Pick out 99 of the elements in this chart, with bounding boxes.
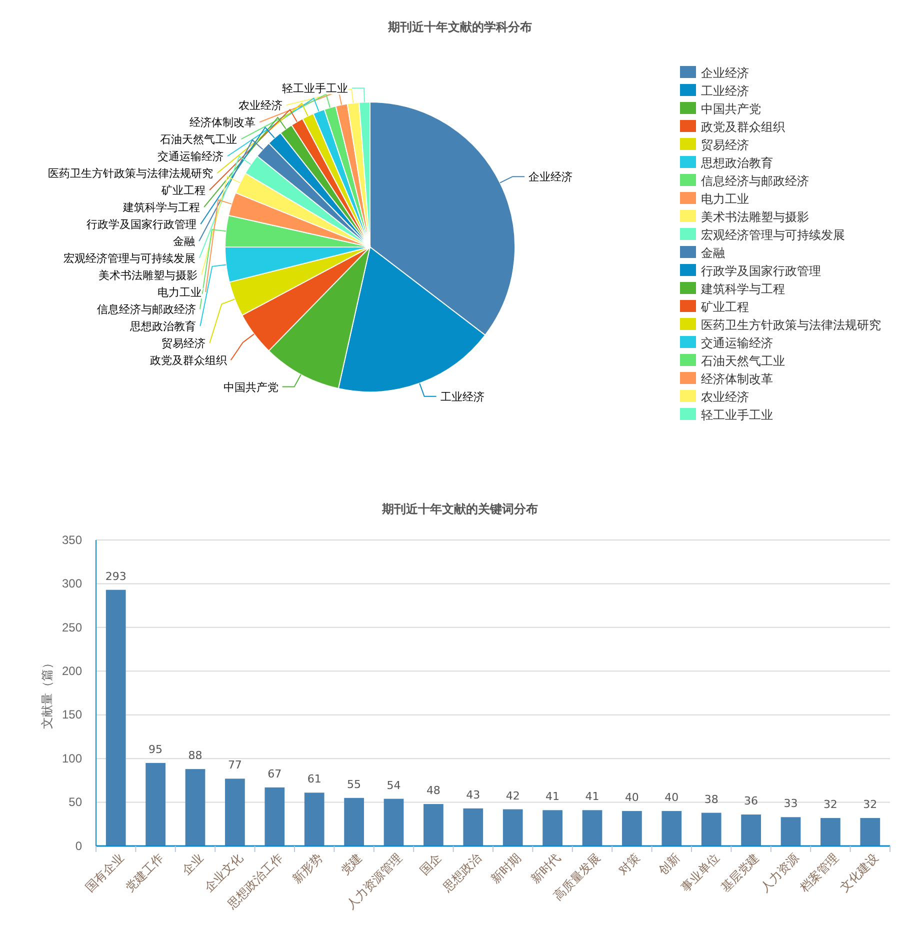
slice-label: 石油天然气工业 <box>160 133 238 146</box>
legend-label: 石油天然气工业 <box>701 354 785 368</box>
chart-title: 期刊近十年文献的关键词分布 <box>381 502 538 516</box>
y-axis-title: 文献量（篇） <box>40 657 54 729</box>
y-tick-label: 150 <box>62 708 82 722</box>
bar <box>225 778 245 846</box>
data-label: 38 <box>704 792 718 806</box>
y-tick-label: 350 <box>62 532 82 547</box>
data-label: 55 <box>347 778 362 791</box>
data-label: 54 <box>386 778 401 792</box>
bar <box>502 809 523 846</box>
slice-label: 金融 <box>173 235 196 248</box>
slice-label: 医药卫生方针政策与法律法规研究 <box>48 167 214 180</box>
bar <box>304 792 324 846</box>
y-tick-label: 100 <box>62 751 82 766</box>
legend-label: 交通运输经济 <box>701 336 773 350</box>
slice-label: 中国共产党 <box>223 380 278 394</box>
chart-title: 期刊近十年文献的学科分布 <box>387 20 532 34</box>
data-label: 40 <box>624 791 639 804</box>
legend-label: 美术书法雕塑与摄影 <box>701 210 809 224</box>
slice-label: 企业经济 <box>528 170 573 184</box>
bar <box>384 798 404 846</box>
bar <box>741 814 761 846</box>
legend-label: 中国共产党 <box>701 102 761 116</box>
data-label: 43 <box>466 788 480 802</box>
bar <box>344 798 364 846</box>
bar <box>424 804 444 846</box>
x-tick-label: 党建 <box>338 850 365 878</box>
legend-label: 思想政治教育 <box>700 156 773 170</box>
slice-label: 贸易经济 <box>162 337 206 350</box>
x-tick-label: 创新 <box>656 850 682 878</box>
bar <box>542 810 562 846</box>
data-label: 32 <box>863 798 878 812</box>
x-tick-label: 文化建设 <box>837 850 881 895</box>
slice-label: 农业经济 <box>238 99 282 112</box>
data-label: 88 <box>188 749 202 762</box>
slice-label: 美术书法雕塑与摄影 <box>98 269 198 282</box>
slice-label: 建筑科学与工程 <box>122 201 200 214</box>
bar <box>463 808 484 846</box>
x-tick-label: 新时代 <box>528 850 564 886</box>
legend-label: 企业经济 <box>701 66 749 80</box>
legend-label: 贸易经济 <box>701 138 749 152</box>
bar <box>106 590 126 846</box>
data-label: 77 <box>228 758 242 772</box>
legend-label: 建筑科学与工程 <box>700 282 785 296</box>
x-tick-label: 新时期 <box>488 850 524 886</box>
data-label: 40 <box>664 791 679 804</box>
legend-label: 工业经济 <box>701 84 749 98</box>
y-tick-label: 0 <box>75 838 82 853</box>
x-tick-label: 对策 <box>616 850 643 878</box>
bar <box>185 769 206 846</box>
data-label: 293 <box>105 570 126 583</box>
x-tick-label: 基层党建 <box>718 850 762 895</box>
x-tick-label: 企业 <box>179 850 206 878</box>
bar <box>701 812 722 846</box>
legend-label: 农业经济 <box>701 390 749 404</box>
slice-label: 政党及群众组织 <box>150 354 227 368</box>
data-label: 48 <box>426 784 440 798</box>
data-label: 41 <box>546 790 560 804</box>
data-label: 67 <box>268 767 282 780</box>
legend-label: 矿业工程 <box>700 300 749 314</box>
slice-label: 信息经济与邮政经济 <box>96 303 196 316</box>
slice-label: 电力工业 <box>158 286 202 300</box>
bar <box>780 817 801 846</box>
data-label: 41 <box>585 790 600 804</box>
data-label: 95 <box>148 742 163 756</box>
bar <box>860 818 880 846</box>
legend-label: 电力工业 <box>701 192 749 206</box>
bar <box>146 762 166 846</box>
bar <box>582 810 602 846</box>
data-label: 36 <box>744 794 758 808</box>
bar <box>264 787 285 846</box>
legend-label: 轻工业手工业 <box>701 408 773 422</box>
bar <box>622 811 642 846</box>
legend-label: 经济体制改革 <box>701 372 773 386</box>
data-label: 61 <box>307 772 322 786</box>
bar <box>662 811 682 846</box>
y-tick-label: 50 <box>68 795 82 810</box>
slice-label: 宏观经济管理与可持续发展 <box>63 252 196 266</box>
slice-label: 矿业工程 <box>160 184 206 198</box>
bar <box>820 818 840 846</box>
y-tick-label: 250 <box>62 620 82 634</box>
data-label: 42 <box>506 789 520 802</box>
legend-label: 信息经济与邮政经济 <box>701 174 809 188</box>
x-tick-label: 新形势 <box>290 850 326 886</box>
legend-label: 政党及群众组织 <box>701 120 785 134</box>
slice-label: 经济体制改革 <box>190 116 256 130</box>
legend-label: 金融 <box>701 246 725 260</box>
legend-label: 行政学及国家行政管理 <box>701 264 821 278</box>
slice-label: 工业经济 <box>440 390 484 404</box>
data-label: 33 <box>784 797 798 810</box>
slice-label: 行政学及国家行政管理 <box>86 218 197 232</box>
y-tick-label: 300 <box>62 576 82 591</box>
slice-label: 思想政治教育 <box>129 320 196 334</box>
slice-label: 交通运输经济 <box>158 150 224 164</box>
data-label: 32 <box>823 798 838 812</box>
legend-label: 宏观经济管理与可持续发展 <box>701 228 845 242</box>
y-tick-label: 200 <box>62 664 82 678</box>
legend-label: 医药卫生方针政策与法律法规研究 <box>701 318 881 332</box>
